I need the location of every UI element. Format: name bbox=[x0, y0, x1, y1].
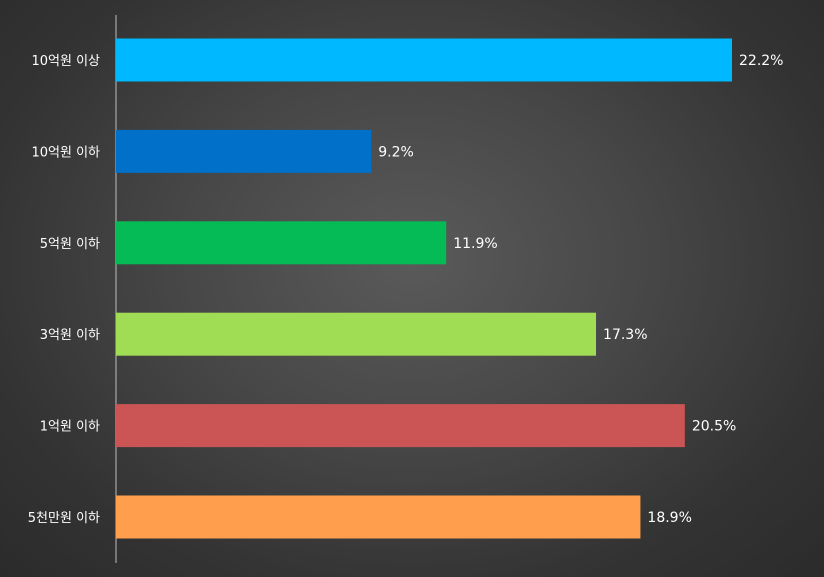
bar-2 bbox=[116, 221, 447, 265]
category-label-4: 1억원 이하 bbox=[40, 420, 100, 435]
value-label-2: 11.9% bbox=[453, 236, 497, 252]
value-label-3: 17.3% bbox=[603, 327, 647, 343]
category-label-5: 5천만원 이하 bbox=[28, 511, 100, 526]
category-label-0: 10억원 이상 bbox=[31, 54, 100, 69]
category-label-3: 3억원 이하 bbox=[40, 328, 100, 343]
bar-0 bbox=[116, 38, 732, 82]
value-label-0: 22.2% bbox=[739, 53, 783, 69]
value-label-4: 20.5% bbox=[692, 419, 736, 435]
category-label-1: 10억원 이하 bbox=[31, 145, 100, 160]
category-label-2: 5억원 이하 bbox=[40, 237, 100, 252]
value-label-1: 9.2% bbox=[378, 144, 414, 160]
bar-3 bbox=[116, 312, 597, 356]
bar-1 bbox=[116, 129, 372, 173]
bar-5 bbox=[116, 495, 641, 539]
value-label-5: 18.9% bbox=[647, 510, 691, 526]
bar-4 bbox=[116, 404, 685, 448]
